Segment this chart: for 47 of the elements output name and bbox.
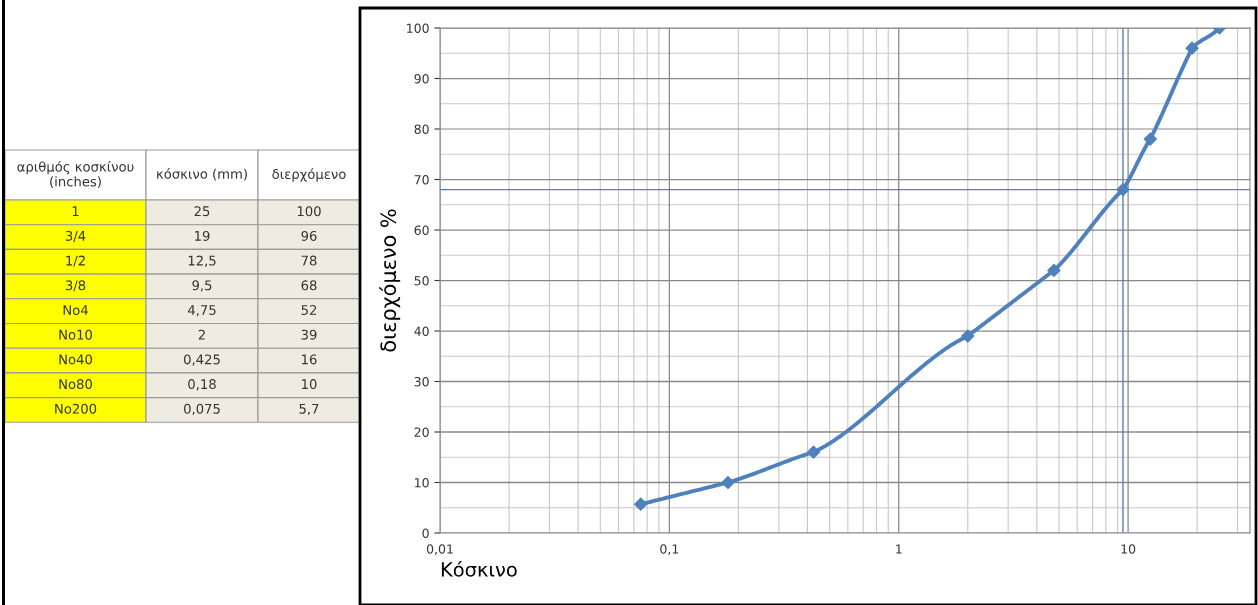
text: 96 xyxy=(301,230,317,241)
text: διερχόμενο xyxy=(272,168,346,182)
y-tick-label: 0 xyxy=(422,528,429,538)
text: αριθμός κοσκίνου (inches) xyxy=(17,160,134,189)
y-tick-label: 90 xyxy=(414,73,429,84)
text: 78 xyxy=(301,255,317,266)
y-axis-title: διερχόμενο % xyxy=(379,209,401,352)
text: 52 xyxy=(301,305,317,315)
y-tick-label: 20 xyxy=(414,427,429,437)
y-tick-label: 70 xyxy=(414,174,429,185)
text: 3/8 xyxy=(65,280,86,292)
text: 1/2 xyxy=(66,255,85,267)
text: No40 xyxy=(59,354,92,365)
text: 39 xyxy=(301,329,317,340)
x-tick-label: 1 xyxy=(896,544,902,554)
text: 3/4 xyxy=(65,230,86,242)
text: No10 xyxy=(59,329,92,340)
text: No200 xyxy=(55,403,97,414)
text: 0,075 xyxy=(183,403,220,416)
y-tick-label: 10 xyxy=(415,477,429,488)
text: No4 xyxy=(63,305,88,315)
x-tick-label: 0,1 xyxy=(660,544,679,556)
y-tick-label: 100 xyxy=(407,23,429,33)
x-tick-label: 10 xyxy=(1121,544,1136,554)
text: 1 xyxy=(72,206,79,216)
text: 0,425 xyxy=(183,354,220,366)
text: 12,5 xyxy=(188,255,216,267)
y-tick-label: 50 xyxy=(414,275,429,286)
y-tick-label: 60 xyxy=(414,225,429,235)
text: 4,75 xyxy=(187,305,216,317)
y-tick-label: 80 xyxy=(414,124,429,134)
text: 0,18 xyxy=(188,379,216,391)
text: No80 xyxy=(59,379,92,390)
text: 2 xyxy=(198,329,205,340)
text: 68 xyxy=(301,280,317,291)
y-tick-label: 40 xyxy=(414,326,429,336)
text: 9,5 xyxy=(192,280,212,292)
text: κόσκινο (mm) xyxy=(157,168,247,181)
text: 10 xyxy=(302,379,317,390)
text: 5,7 xyxy=(299,403,319,416)
text: 16 xyxy=(302,354,317,365)
x-axis-title: Κόσκινο xyxy=(441,560,517,577)
x-tick-label: 0,01 xyxy=(426,544,453,556)
text: 100 xyxy=(297,206,321,217)
text: 25 xyxy=(194,206,210,217)
text: 19 xyxy=(195,230,210,241)
y-tick-label: 30 xyxy=(414,376,429,387)
